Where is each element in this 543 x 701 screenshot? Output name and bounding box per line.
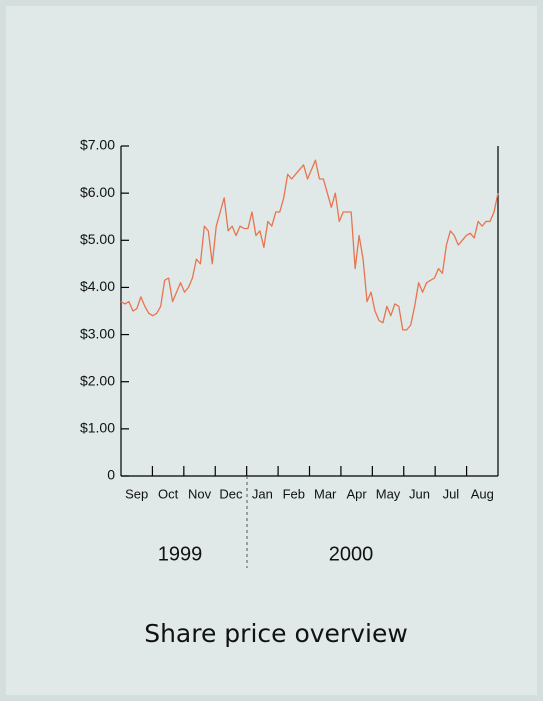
x-tick-label: Dec <box>219 486 243 501</box>
y-tick-label: 0 <box>107 467 115 483</box>
year-label: 1999 <box>158 543 203 565</box>
x-tick-label: Oct <box>158 486 179 501</box>
y-tick-label: $4.00 <box>80 278 115 294</box>
x-tick-label: Mar <box>314 486 337 501</box>
x-tick-label: Nov <box>188 486 212 501</box>
x-tick-label: Sep <box>125 486 148 501</box>
y-tick-label: $2.00 <box>80 372 115 388</box>
year-label: 2000 <box>329 543 374 565</box>
y-tick-label: $7.00 <box>80 137 115 153</box>
panel <box>6 6 537 695</box>
chart-title: Share price overview <box>144 619 408 648</box>
x-tick-label: Jul <box>443 486 460 501</box>
x-tick-label: Jan <box>252 486 273 501</box>
y-tick-label: $5.00 <box>80 231 115 247</box>
x-tick-label: Feb <box>283 486 305 501</box>
y-tick-label: $6.00 <box>80 184 115 200</box>
x-tick-label: Apr <box>347 486 368 501</box>
y-tick-label: $1.00 <box>80 420 115 436</box>
x-tick-label: May <box>376 486 401 501</box>
price-line <box>120 159 499 331</box>
y-tick-label: $3.00 <box>80 325 115 341</box>
x-tick-label: Aug <box>471 486 494 501</box>
x-tick-label: Jun <box>409 486 430 501</box>
